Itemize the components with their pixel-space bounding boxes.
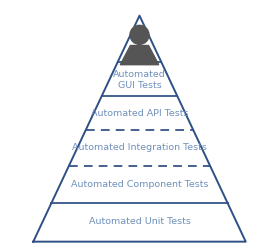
- Polygon shape: [33, 16, 246, 242]
- Text: Automated
GUI Tests: Automated GUI Tests: [113, 70, 166, 90]
- Circle shape: [130, 25, 149, 44]
- Text: Automated Component Tests: Automated Component Tests: [71, 180, 208, 188]
- Text: Automated Integration Tests: Automated Integration Tests: [72, 143, 207, 152]
- Polygon shape: [120, 46, 159, 65]
- Text: Automated API Tests: Automated API Tests: [91, 109, 188, 119]
- Text: Automated Unit Tests: Automated Unit Tests: [88, 217, 191, 226]
